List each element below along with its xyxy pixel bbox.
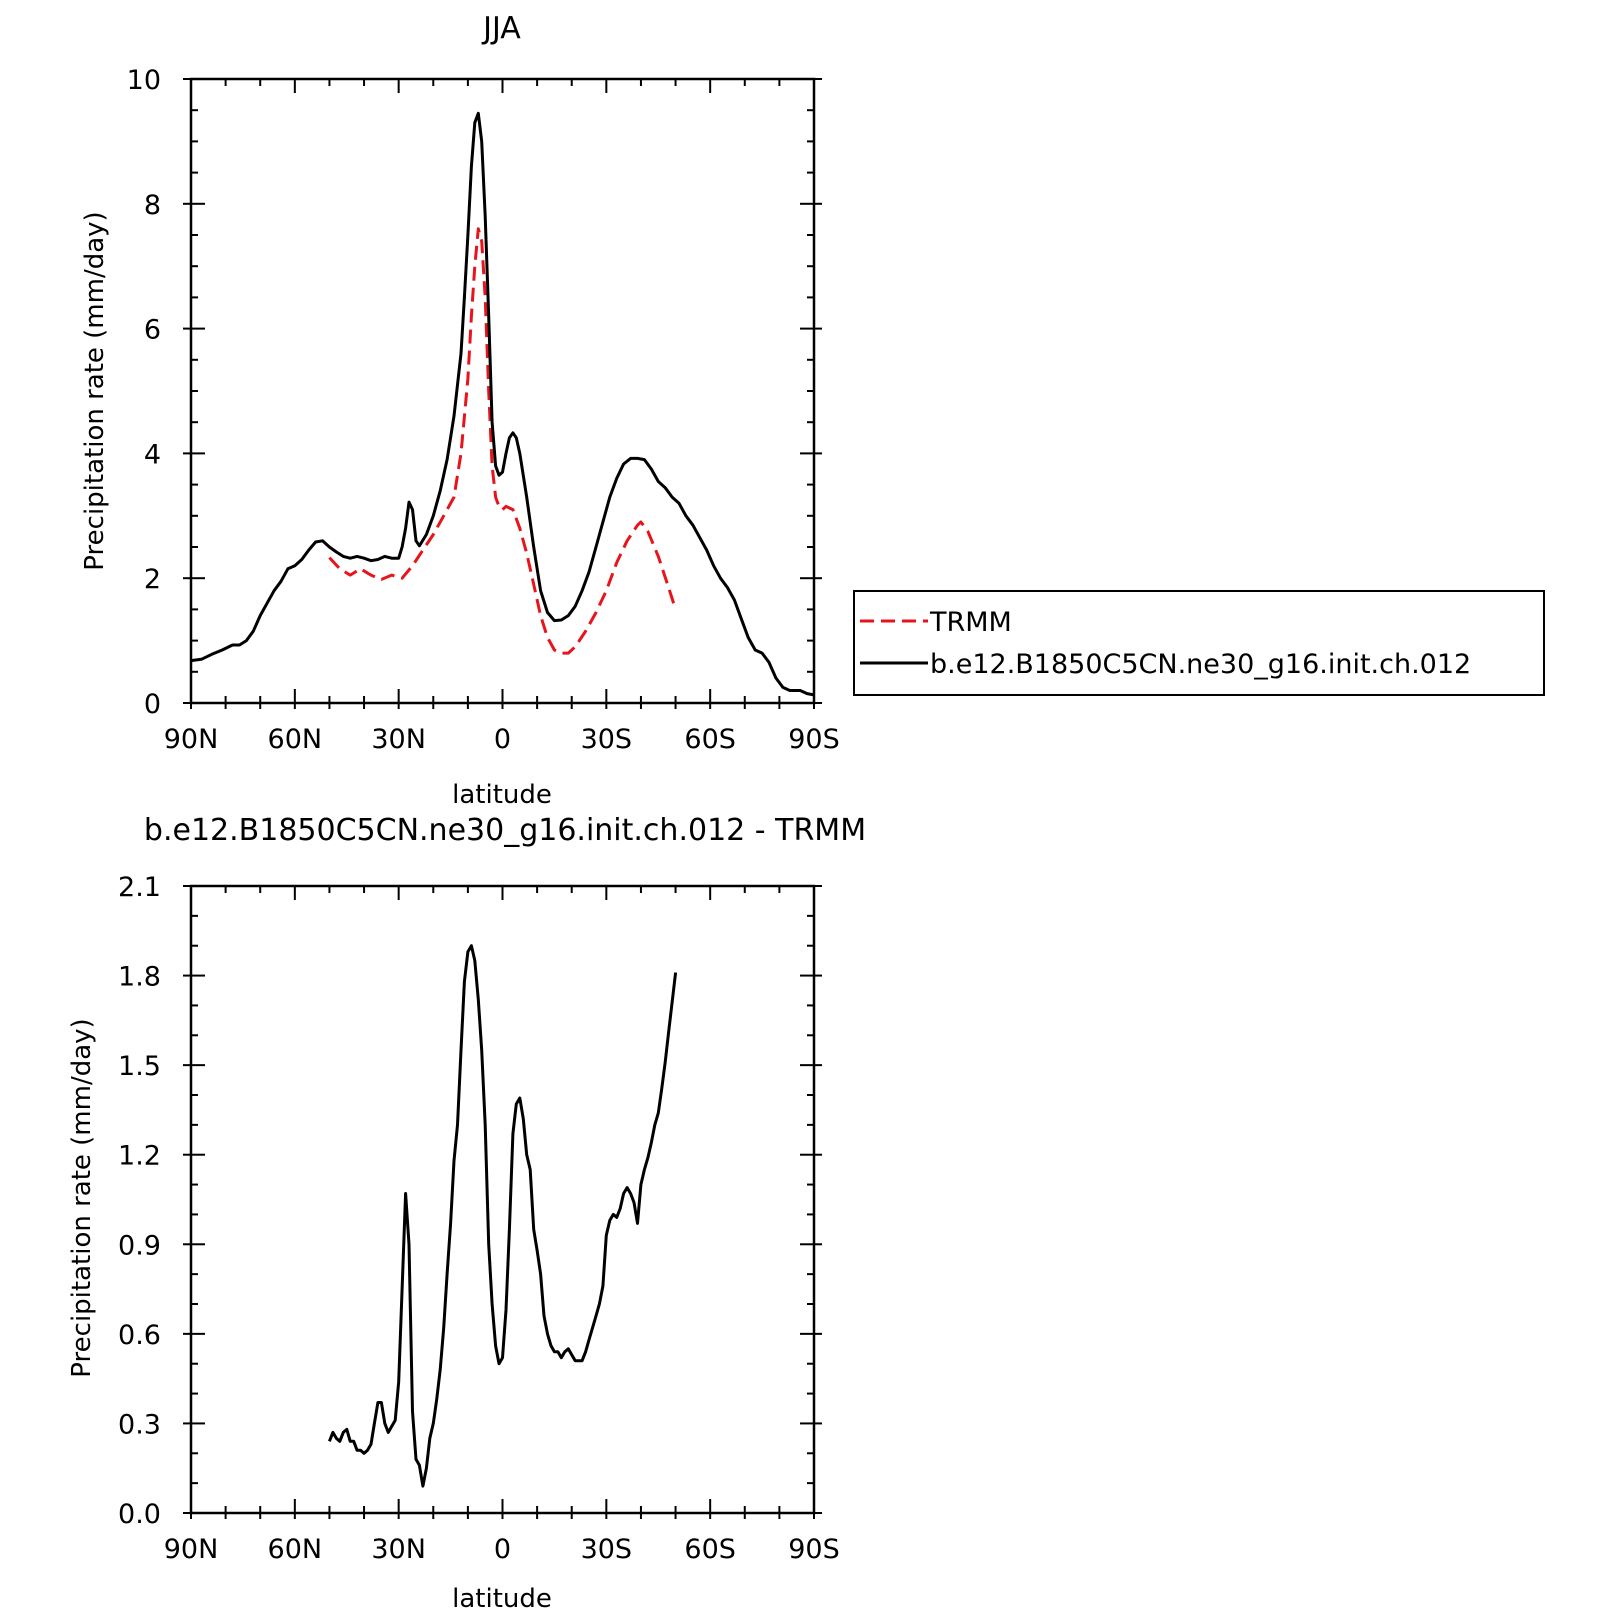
x-tick-label: 0 xyxy=(494,724,511,755)
y-tick-label: 1.5 xyxy=(118,1051,161,1082)
x-tick-label: 0 xyxy=(494,1534,511,1565)
y-tick-label: 2.1 xyxy=(118,872,161,903)
x-tick-label: 30S xyxy=(581,1534,633,1565)
y-tick-label: 6 xyxy=(144,315,161,346)
series-line-model xyxy=(190,111,815,697)
x-tick-label: 60S xyxy=(684,1534,736,1565)
x-tick-label: 30S xyxy=(581,724,633,755)
legend-label-trmm: TRMM xyxy=(929,607,1012,638)
chart-title: JJA xyxy=(481,11,521,46)
x-tick-label: 90S xyxy=(788,1534,840,1565)
y-tick-label: 0.6 xyxy=(118,1320,161,1351)
y-tick-label: 4 xyxy=(144,439,161,470)
legend-box xyxy=(853,590,1545,696)
x-tick-label: 60N xyxy=(268,1534,323,1565)
legend-label-model: b.e12.B1850C5CN.ne30_g16.init.ch.012 xyxy=(930,649,1471,680)
y-tick-label: 0.3 xyxy=(118,1409,161,1440)
y-tick-label: 10 xyxy=(127,65,161,96)
y-tick-label: 0.9 xyxy=(118,1230,161,1261)
y-tick-label: 2 xyxy=(144,564,161,595)
x-axis-label: latitude xyxy=(452,780,552,810)
y-tick-label: 0.0 xyxy=(118,1499,161,1530)
y-tick-label: 1.2 xyxy=(118,1141,161,1172)
x-tick-label: 90N xyxy=(164,1534,219,1565)
series-line-difference xyxy=(328,944,678,1488)
y-tick-label: 0 xyxy=(144,689,161,720)
plot-frame xyxy=(189,884,816,1515)
legend: TRMM b.e12.B1850C5CN.ne30_g16.init.ch.01… xyxy=(853,590,1545,696)
ticks xyxy=(183,78,822,709)
x-tick-label: 30N xyxy=(371,1534,426,1565)
y-tick-label: 8 xyxy=(144,190,161,221)
chart-title: b.e12.B1850C5CN.ne30_g16.init.ch.012 - T… xyxy=(144,813,866,848)
series-line-trmm xyxy=(328,227,678,655)
y-tick-label: 1.8 xyxy=(118,962,161,993)
y-axis-label: Precipitation rate (mm/day) xyxy=(67,1018,97,1377)
ticks xyxy=(183,885,822,1519)
x-tick-label: 90S xyxy=(788,724,840,755)
x-tick-label: 90N xyxy=(164,724,219,755)
x-tick-label: 30N xyxy=(371,724,426,755)
y-axis-label: Precipitation rate (mm/day) xyxy=(80,211,110,570)
x-tick-label: 60S xyxy=(684,724,736,755)
x-axis-label: latitude xyxy=(452,1584,552,1613)
bottom-panel: b.e12.B1850C5CN.ne30_g16.init.ch.012 - T… xyxy=(67,813,866,1613)
x-tick-label: 60N xyxy=(268,724,323,755)
plot-frame xyxy=(189,77,816,705)
